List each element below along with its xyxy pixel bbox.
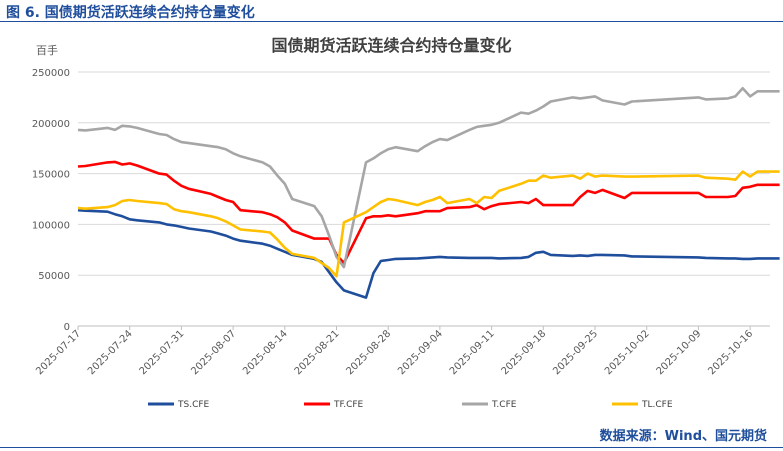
grid-lines: [78, 71, 770, 327]
legend-label: TL.CFE: [641, 400, 673, 410]
y-tick-label: 150000: [32, 170, 70, 181]
series-line-ts-cfe: [77, 208, 780, 299]
legend-label: T.CFE: [491, 400, 517, 410]
y-tick-label: 50000: [38, 271, 70, 282]
y-tick-label: 200000: [32, 119, 70, 130]
x-tick-label: 2025-08-21: [293, 328, 342, 377]
y-tick-label: 250000: [32, 68, 70, 79]
legend-label: TF.CFE: [333, 400, 364, 410]
data-source: 数据来源：Wind、国元期货: [599, 429, 767, 444]
figure-caption: 图 6. 国债期货活跃连续合约持仓量变化: [6, 5, 255, 21]
x-tick-label: 2025-08-14: [241, 328, 290, 377]
bottom-rule: [0, 447, 783, 448]
x-tick-label: 2025-07-31: [138, 328, 187, 377]
x-tick-label: 2025-09-04: [396, 328, 445, 377]
x-tick-label: 2025-07-17: [34, 328, 83, 377]
x-tick-label: 2025-09-25: [551, 328, 600, 377]
legend-label: TS.CFE: [177, 400, 210, 410]
y-tick-label: 0: [64, 322, 70, 333]
x-tick-label: 2025-10-09: [655, 328, 704, 377]
x-tick-label: 2025-09-18: [500, 328, 549, 377]
x-tick-label: 2025-10-16: [706, 328, 755, 377]
chart-title: 国债期货活跃连续合约持仓量变化: [271, 36, 512, 55]
legend: TS.CFE TF.CFE T.CFE TL.CFE: [148, 400, 673, 410]
x-axis-ticks: 2025-07-17 2025-07-24 2025-07-31 2025-08-07…: [34, 326, 755, 377]
series-line-tf-cfe: [77, 160, 780, 265]
series-line-t-cfe: [77, 87, 780, 269]
y-tick-label: 100000: [32, 220, 70, 231]
x-tick-label: 2025-10-02: [603, 328, 652, 377]
x-tick-label: 2025-09-11: [448, 328, 497, 377]
x-tick-label: 2025-07-24: [86, 328, 135, 377]
series-line-tl-cfe: [77, 170, 780, 278]
caption-rule: [0, 21, 783, 22]
y-axis-ticks: 0 50000 100000 150000 200000 250000: [32, 68, 70, 333]
x-tick-label: 2025-08-28: [344, 328, 393, 377]
y-axis-unit-label: 百手: [36, 44, 58, 57]
series-lines: [77, 87, 780, 299]
x-tick-label: 2025-08-07: [189, 328, 238, 377]
